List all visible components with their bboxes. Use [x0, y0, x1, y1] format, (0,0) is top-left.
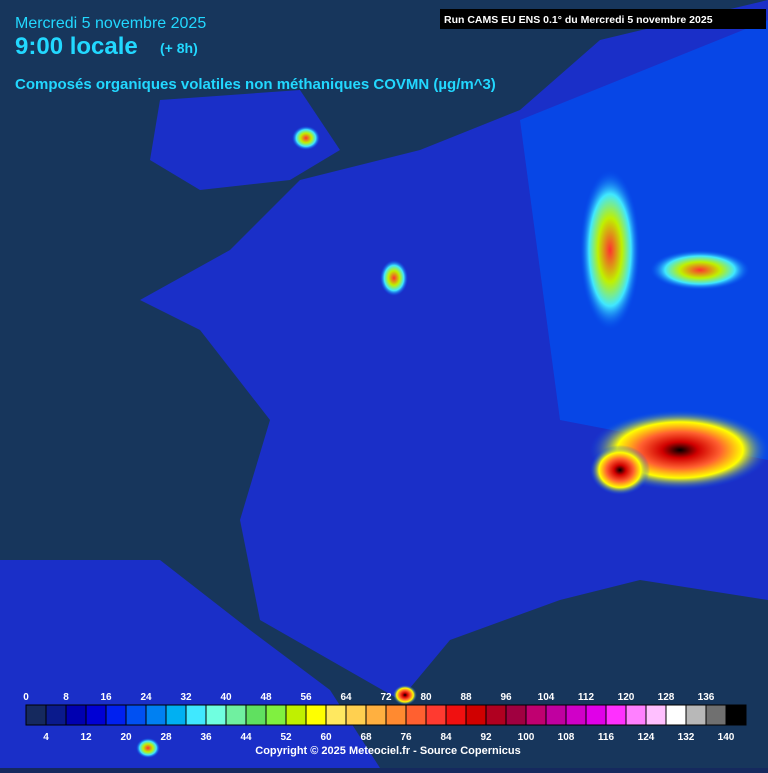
legend-label: 48 — [260, 692, 272, 703]
hotspot — [380, 260, 408, 296]
legend-label: 104 — [538, 692, 555, 703]
color-swatch — [385, 704, 407, 726]
colorbar: 0481216202428323640444852566064687276808… — [23, 692, 747, 743]
color-swatch — [505, 704, 527, 726]
time: 9:00 locale — [15, 33, 138, 60]
hotspot — [292, 126, 320, 150]
color-swatch — [305, 704, 327, 726]
color-swatch — [145, 704, 167, 726]
color-swatch — [325, 704, 347, 726]
legend-label: 8 — [63, 692, 69, 703]
color-swatch — [445, 704, 467, 726]
color-swatch — [65, 704, 87, 726]
legend-label: 28 — [160, 732, 172, 743]
legend-label: 64 — [340, 692, 352, 703]
legend-label: 12 — [80, 732, 92, 743]
hotspot — [590, 445, 650, 495]
copyright: Copyright © 2025 Meteociel.fr - Source C… — [255, 745, 520, 757]
legend-label: 120 — [618, 692, 635, 703]
color-swatch — [685, 704, 707, 726]
legend-label: 56 — [300, 692, 312, 703]
legend-label: 96 — [500, 692, 512, 703]
legend-label: 20 — [120, 732, 132, 743]
color-swatch — [365, 704, 387, 726]
legend-label: 32 — [180, 692, 192, 703]
land — [150, 90, 340, 190]
legend-label: 24 — [140, 692, 152, 703]
color-swatch — [605, 704, 627, 726]
color-swatch — [485, 704, 507, 726]
legend-label: 40 — [220, 692, 232, 703]
legend-label: 132 — [678, 732, 695, 743]
legend-label: 84 — [440, 732, 452, 743]
legend-label: 80 — [420, 692, 432, 703]
color-swatch — [525, 704, 547, 726]
legend-label: 108 — [558, 732, 575, 743]
color-swatch — [85, 704, 107, 726]
color-swatch — [645, 704, 667, 726]
color-swatch — [725, 704, 747, 726]
color-swatch — [105, 704, 127, 726]
legend-label: 0 — [23, 692, 29, 703]
legend-label: 140 — [718, 732, 735, 743]
color-swatch — [425, 704, 447, 726]
legend-label: 76 — [400, 732, 412, 743]
color-swatch — [225, 704, 247, 726]
color-swatch — [565, 704, 587, 726]
color-swatch — [345, 704, 367, 726]
legend-label: 136 — [698, 692, 715, 703]
date: Mercredi 5 novembre 2025 — [15, 15, 206, 32]
hotspot — [136, 738, 160, 758]
legend-label: 60 — [320, 732, 332, 743]
legend-label: 36 — [200, 732, 212, 743]
hotspot — [393, 685, 417, 705]
color-swatch — [405, 704, 427, 726]
plume — [520, 20, 768, 460]
legend-label: 72 — [380, 692, 392, 703]
legend-label: 68 — [360, 732, 372, 743]
legend-label: 112 — [578, 692, 595, 703]
color-swatch — [625, 704, 647, 726]
color-swatch — [665, 704, 687, 726]
legend-label: 128 — [658, 692, 675, 703]
color-swatch — [125, 704, 147, 726]
hotspot — [580, 170, 640, 330]
color-swatch — [545, 704, 567, 726]
legend-label: 4 — [43, 732, 49, 743]
legend-label: 88 — [460, 692, 472, 703]
legend-label: 124 — [638, 732, 655, 743]
color-swatch — [25, 704, 47, 726]
legend-label: 44 — [240, 732, 252, 743]
run-info: Run CAMS EU ENS 0.1° du Mercredi 5 novem… — [444, 14, 713, 26]
lead-time: (+ 8h) — [160, 40, 198, 56]
color-swatch — [185, 704, 207, 726]
legend-label: 100 — [518, 732, 535, 743]
color-swatch — [45, 704, 67, 726]
color-swatch — [285, 704, 307, 726]
run-box — [440, 9, 766, 29]
color-swatch — [205, 704, 227, 726]
color-swatch — [585, 704, 607, 726]
color-swatch — [265, 704, 287, 726]
color-swatch — [705, 704, 727, 726]
legend-label: 16 — [100, 692, 112, 703]
legend-label: 52 — [280, 732, 292, 743]
color-swatch — [245, 704, 267, 726]
legend-label: 92 — [480, 732, 492, 743]
hotspot — [650, 250, 750, 290]
color-swatch — [465, 704, 487, 726]
legend-label: 116 — [598, 732, 615, 743]
color-swatch — [165, 704, 187, 726]
subtitle: Composés organiques volatiles non méthan… — [15, 76, 496, 93]
